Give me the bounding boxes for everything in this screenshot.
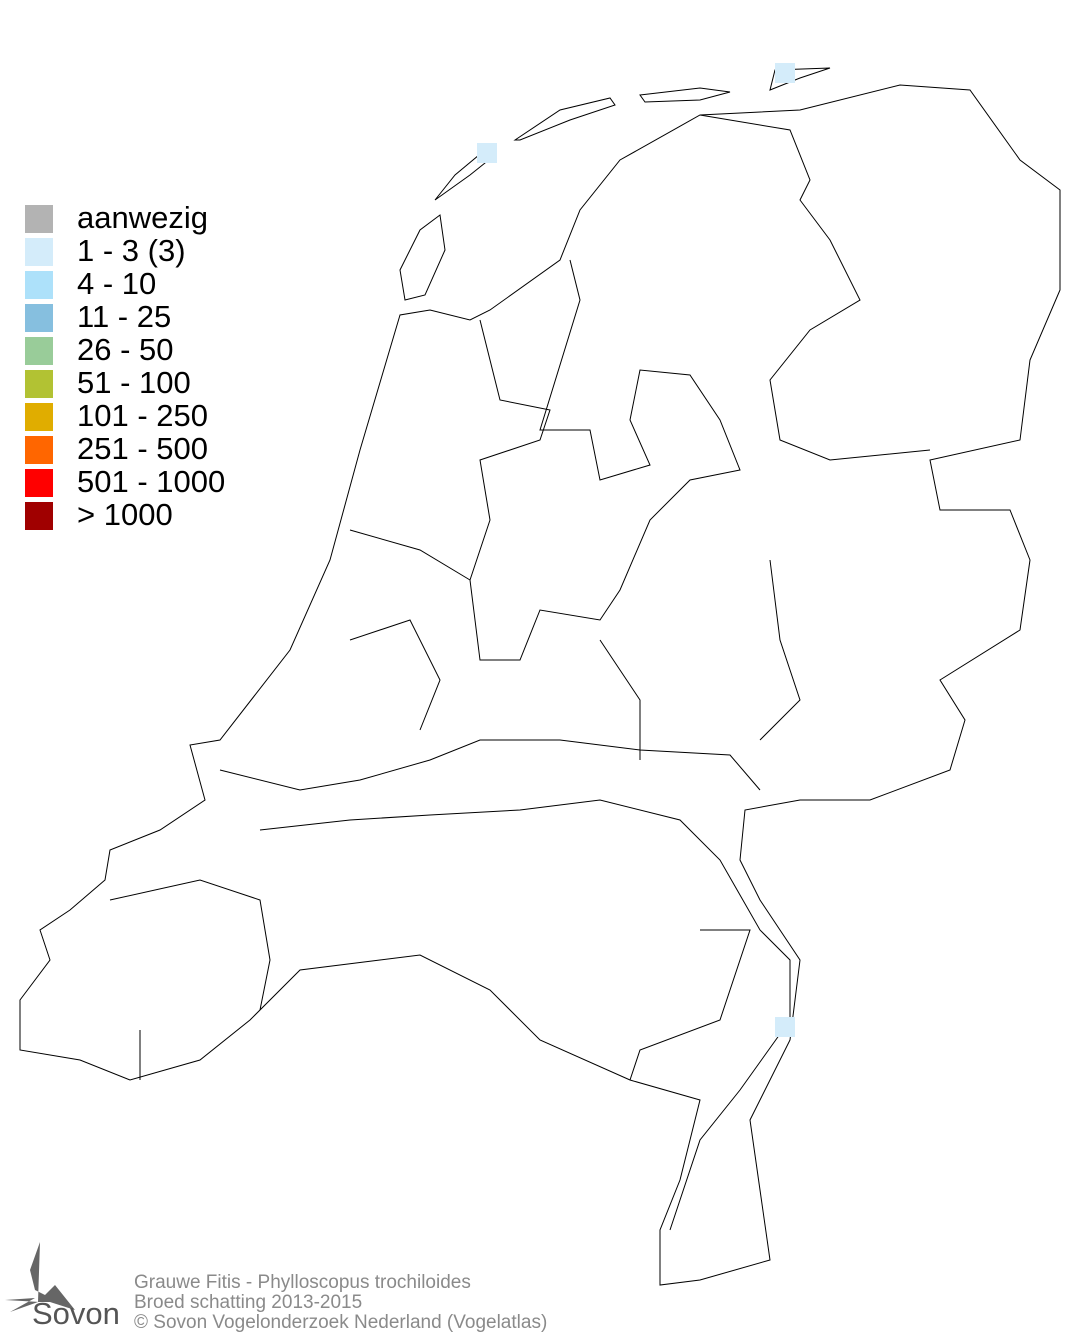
province-borders (109, 114, 931, 1081)
island-ameland (639, 87, 731, 103)
legend-label: 251 - 500 (77, 431, 208, 466)
island-texel (399, 214, 446, 301)
rivers (219, 739, 791, 1231)
occupied-cell-limburg (775, 1017, 795, 1037)
island-terschelling (513, 97, 616, 141)
legend-swatch (25, 238, 53, 266)
legend-swatch (25, 337, 53, 365)
legend-label: 26 - 50 (77, 332, 174, 367)
legend-swatch (25, 469, 53, 497)
ijsselmeer-shore (469, 259, 741, 661)
country-outline (19, 84, 1061, 1286)
species-name: Grauwe Fitis - Phylloscopus trochiloides (134, 1272, 471, 1293)
map-caption: Grauwe Fitis - Phylloscopus trochiloides… (134, 1273, 547, 1333)
legend-label: > 1000 (77, 497, 173, 532)
map-subtitle: Broed schatting 2013-2015 (134, 1292, 363, 1313)
occupied-cells (477, 63, 795, 1037)
legend-label: 51 - 100 (77, 365, 191, 400)
logo-text: Sovon (32, 1296, 120, 1331)
legend-swatch (25, 502, 53, 530)
legend-label: 501 - 1000 (77, 464, 226, 499)
legend-label: 11 - 25 (77, 299, 172, 334)
sovon-swallow-logo-icon (5, 1242, 75, 1312)
occupied-cell-vlieland (477, 143, 497, 163)
legend-label: 4 - 10 (77, 266, 157, 301)
legend-swatch (25, 436, 53, 464)
legend-label: 1 - 3 (3) (77, 233, 186, 268)
legend-swatch (25, 304, 53, 332)
copyright: © Sovon Vogelonderzoek Nederland (Vogela… (134, 1312, 548, 1333)
legend-label: 101 - 250 (77, 398, 208, 433)
legend-swatch (25, 370, 53, 398)
legend-label: aanwezig (77, 200, 208, 235)
occupied-cell-schiermonnikoog (775, 63, 795, 83)
legend-swatch (25, 271, 53, 299)
legend-swatch (25, 403, 53, 431)
legend-swatch (25, 205, 53, 233)
